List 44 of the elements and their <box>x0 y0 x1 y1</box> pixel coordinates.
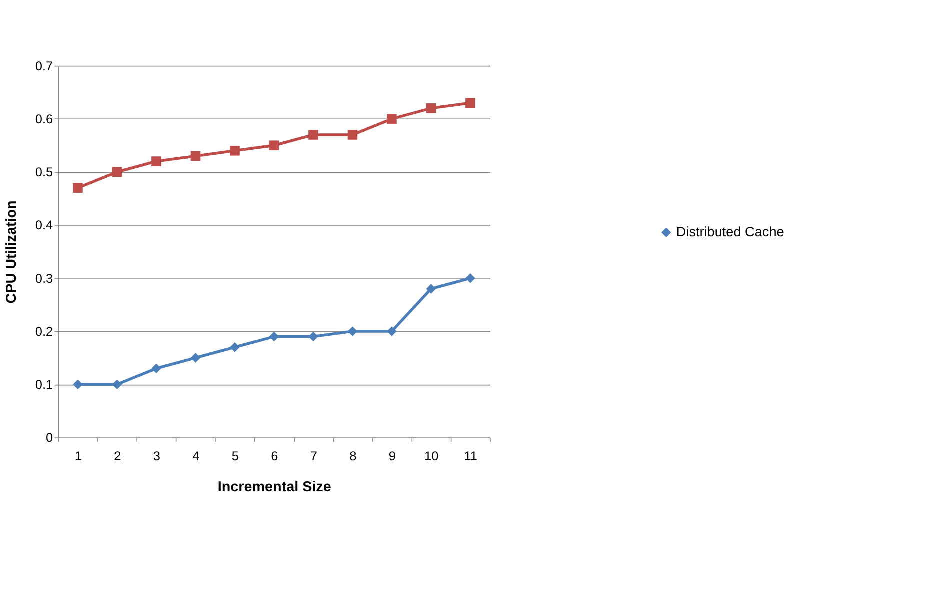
point <box>269 332 280 342</box>
y-tick-label: 0.2 <box>35 324 54 339</box>
point <box>190 151 201 162</box>
x-axis-title: Incremental Size <box>218 480 332 496</box>
point <box>387 326 397 336</box>
point <box>308 130 318 140</box>
y-axis-title: CPU Utilization <box>4 200 20 304</box>
y-tick-label: 0.3 <box>35 270 54 286</box>
y-tick-label: 0.5 <box>35 164 54 180</box>
y-tick-label: 0.1 <box>35 376 54 392</box>
x-tick-label: 2 <box>114 448 122 464</box>
point <box>269 140 280 150</box>
x-tick-label: 6 <box>271 448 278 464</box>
x-tick-label: 5 <box>232 448 239 464</box>
y-tick-label: 0.6 <box>35 111 54 126</box>
point <box>308 332 318 342</box>
legend-label: Distributed Cache <box>676 224 784 240</box>
point <box>112 380 122 390</box>
point <box>230 342 240 352</box>
x-tick-label: 10 <box>424 448 439 464</box>
x-tick-label: 11 <box>464 448 478 464</box>
y-tick-label: 0.7 <box>35 58 54 74</box>
point <box>230 146 240 156</box>
point <box>387 114 397 124</box>
point <box>466 273 476 284</box>
point <box>73 183 83 193</box>
point <box>348 326 358 336</box>
point <box>73 380 83 390</box>
x-tick-label: 7 <box>310 448 318 464</box>
point <box>152 156 162 166</box>
point <box>348 130 358 140</box>
x-tick-label: 1 <box>74 448 82 464</box>
x-tick-label: 8 <box>350 448 357 464</box>
x-tick-label: 3 <box>153 448 160 464</box>
point <box>426 284 436 294</box>
y-tick-label: 0 <box>46 430 54 446</box>
point <box>152 364 162 374</box>
x-tick-label: 4 <box>192 448 200 464</box>
point <box>466 98 476 108</box>
point <box>112 167 122 178</box>
point <box>190 353 201 363</box>
point <box>426 104 436 114</box>
y-tick-label: 0.4 <box>35 218 54 233</box>
x-tick-label: 9 <box>388 448 396 464</box>
